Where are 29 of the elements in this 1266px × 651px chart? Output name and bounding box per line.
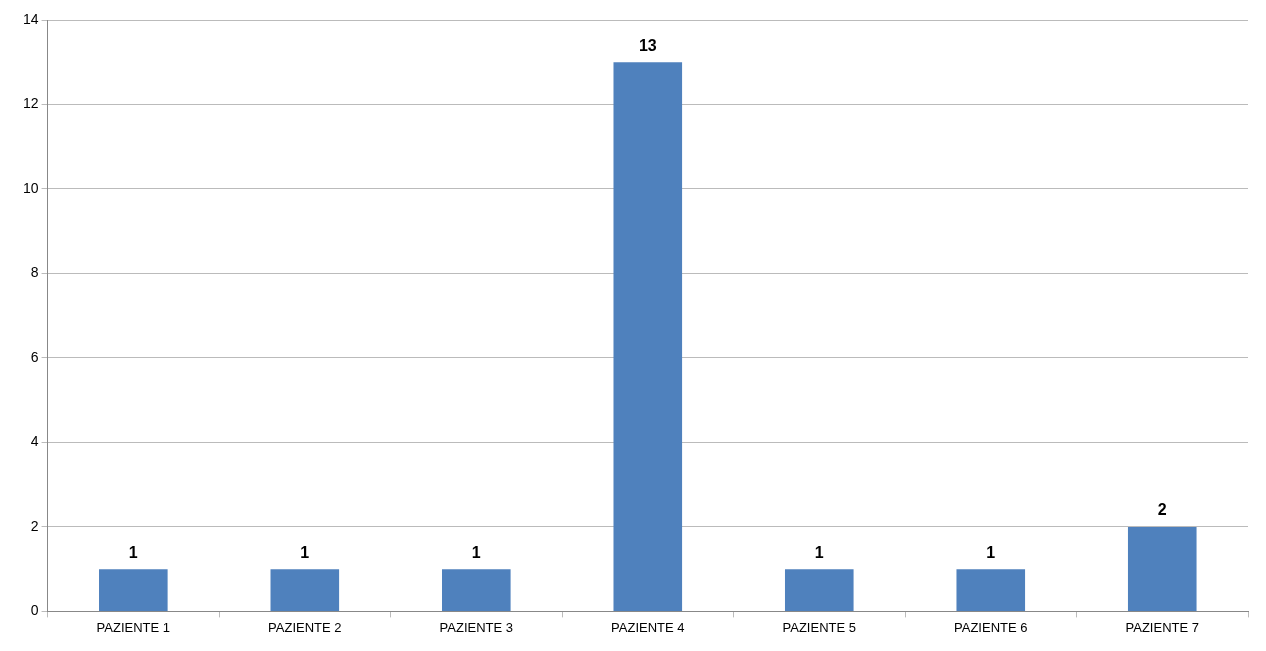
- bar: [99, 569, 168, 611]
- x-tick-label: PAZIENTE 2: [268, 619, 342, 635]
- data-label: 1: [300, 543, 310, 561]
- bar: [442, 569, 511, 611]
- y-tick-label: 4: [30, 433, 39, 450]
- y-tick-label: 12: [22, 95, 39, 112]
- data-label: 1: [128, 543, 138, 561]
- x-tick-label: PAZIENTE 3: [439, 619, 514, 635]
- bar: [784, 569, 854, 611]
- y-tick-label: 0: [30, 602, 39, 619]
- x-tick-label: PAZIENTE 7: [1125, 619, 1199, 635]
- y-tick-label: 2: [30, 517, 39, 534]
- x-tick-label: PAZIENTE 5: [782, 619, 856, 635]
- data-label: 1: [814, 543, 824, 561]
- y-tick-label: 14: [22, 10, 39, 27]
- data-label: 13: [638, 36, 657, 54]
- y-tick-label: 6: [30, 348, 39, 365]
- bar: [613, 62, 683, 611]
- data-label: 2: [1157, 501, 1167, 519]
- y-tick-label: 8: [30, 264, 39, 281]
- bar: [956, 569, 1026, 611]
- data-label: 1: [986, 543, 996, 561]
- x-tick-label: PAZIENTE 6: [954, 619, 1028, 635]
- x-tick-label: PAZIENTE 1: [96, 619, 171, 635]
- y-tick-label: 10: [22, 179, 39, 196]
- x-tick-label: PAZIENTE 4: [611, 619, 685, 635]
- bar: [1127, 526, 1197, 611]
- data-label: 1: [471, 543, 481, 561]
- bar: [270, 569, 340, 611]
